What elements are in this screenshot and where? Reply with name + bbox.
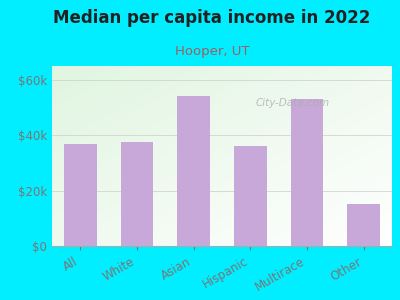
Bar	[347, 205, 380, 246]
Text: Median per capita income in 2022: Median per capita income in 2022	[53, 9, 371, 27]
Bar	[234, 146, 267, 246]
Text: Hooper, UT: Hooper, UT	[175, 45, 249, 58]
Text: City-Data.com: City-Data.com	[256, 98, 330, 108]
Bar	[290, 99, 324, 246]
Bar	[120, 142, 154, 246]
Bar	[177, 97, 210, 246]
Bar	[64, 143, 97, 246]
